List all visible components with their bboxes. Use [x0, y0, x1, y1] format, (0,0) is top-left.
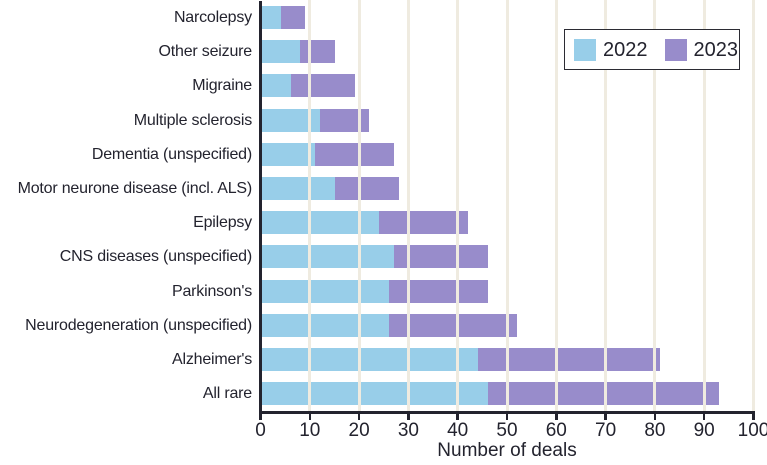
bar-row	[261, 40, 335, 64]
bar-segment-2022	[261, 6, 281, 29]
gridline	[505, 0, 509, 411]
bar-segment-2022	[261, 211, 380, 235]
bar-row	[261, 211, 469, 235]
category-label: Narcolepsy	[173, 9, 252, 26]
bar-segment-2022	[261, 108, 321, 132]
x-tick-label: 0	[255, 420, 266, 441]
x-tick-label: 30	[397, 420, 419, 441]
bar-segment-2022	[261, 313, 390, 337]
gridline	[752, 0, 755, 411]
bar-segment-2023	[315, 142, 395, 166]
x-tick	[702, 413, 706, 420]
gridline	[308, 0, 312, 411]
x-tick-label: 10	[299, 420, 321, 441]
y-axis-line	[259, 1, 262, 413]
legend-label-2022: 2022	[603, 38, 648, 61]
bar-segment-2022	[261, 382, 488, 406]
x-tick-label: 100	[737, 420, 767, 441]
x-tick	[505, 413, 509, 420]
bar-segment-2023	[320, 108, 370, 132]
bar-segment-2023	[389, 279, 488, 303]
x-tick	[604, 413, 607, 420]
x-tick	[653, 413, 657, 420]
bar-row	[261, 313, 518, 337]
bar-row	[261, 6, 306, 29]
x-tick-label: 90	[693, 420, 715, 441]
legend-label-2023: 2023	[693, 38, 739, 61]
gridline	[357, 0, 361, 411]
x-tick	[259, 413, 262, 420]
bar-row	[261, 74, 355, 98]
x-tick-label: 70	[595, 420, 617, 441]
gridline	[456, 0, 460, 411]
bar-row	[261, 177, 400, 200]
legend-swatch-2022	[574, 38, 596, 61]
x-tick	[357, 413, 361, 420]
bar-segment-2022	[261, 177, 335, 200]
legend-item-2022: 2022	[574, 38, 648, 61]
x-axis-line	[259, 411, 755, 414]
x-tick-label: 80	[644, 420, 666, 441]
bar-segment-2022	[261, 348, 478, 371]
bar-segment-2023	[487, 382, 720, 406]
x-tick-label: 60	[545, 420, 567, 441]
bar-segment-2023	[389, 313, 518, 337]
gridline	[653, 0, 657, 411]
x-tick-label: 40	[447, 420, 469, 441]
category-label: CNS diseases (unspecified)	[59, 248, 252, 266]
category-label: Migraine	[192, 77, 252, 95]
x-axis-title: Number of deals	[437, 440, 577, 461]
bar-segment-2022	[261, 40, 301, 64]
bar-row	[261, 142, 395, 166]
category-label: Motor neurone disease (incl. ALS)	[17, 180, 253, 197]
bar-segment-2022	[261, 279, 390, 303]
bar-segment-2023	[477, 348, 661, 371]
x-tick	[407, 413, 410, 420]
category-label: Alzheimer's	[172, 351, 252, 368]
bar-row	[261, 108, 370, 132]
bar-segment-2022	[261, 245, 395, 269]
x-tick	[752, 413, 755, 420]
x-tick	[456, 413, 459, 420]
gridline	[702, 0, 706, 411]
bar-segment-2023	[300, 40, 335, 64]
bar-segment-2022	[261, 74, 291, 98]
category-label: All rare	[202, 385, 252, 403]
legend-item-2023: 2023	[664, 38, 739, 61]
bar-row	[261, 348, 661, 371]
bar-segment-2023	[379, 211, 469, 235]
x-tick-label: 20	[348, 420, 370, 441]
category-label: Multiple sclerosis	[133, 111, 252, 129]
bar-segment-2023	[290, 74, 355, 98]
category-label: Epilepsy	[193, 214, 252, 232]
bar-row	[261, 382, 720, 406]
x-tick	[308, 413, 312, 420]
category-label: Neurodegeneration (unspecified)	[25, 316, 252, 334]
category-label: Dementia (unspecified)	[91, 145, 252, 163]
bar-segment-2023	[280, 6, 306, 29]
x-tick-label: 50	[496, 420, 518, 441]
gridline	[406, 0, 410, 411]
category-label: Other seizure	[158, 43, 253, 61]
bar-segment-2023	[394, 245, 488, 269]
legend-swatch-2023	[664, 38, 687, 61]
gridline	[604, 0, 608, 411]
category-label: Parkinson's	[171, 282, 252, 300]
bar-segment-2023	[334, 177, 400, 200]
bar-row	[261, 245, 488, 269]
legend: 2022 2023	[564, 29, 740, 70]
bar-segment-2022	[261, 142, 316, 166]
x-tick	[555, 413, 558, 420]
bar-row	[261, 279, 488, 303]
gridline	[554, 0, 558, 411]
